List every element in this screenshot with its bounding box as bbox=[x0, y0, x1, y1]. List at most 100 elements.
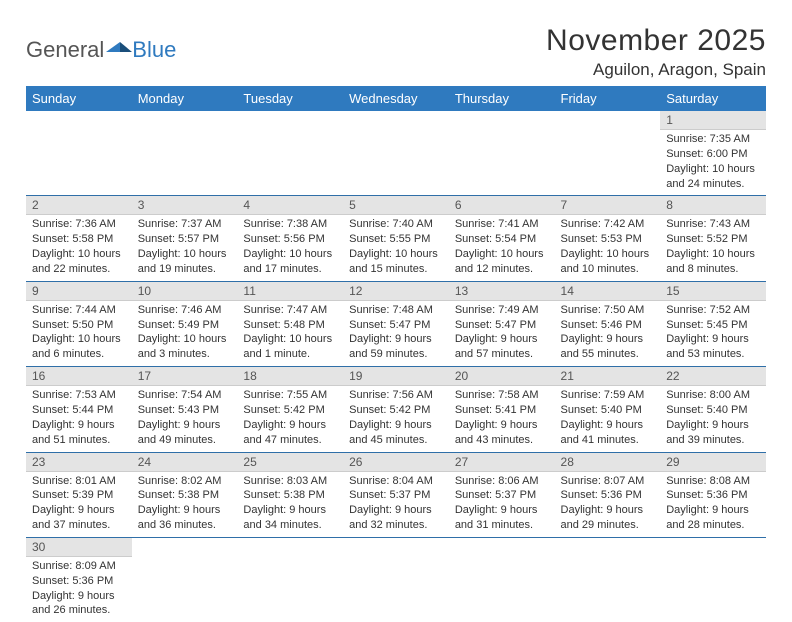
calendar-day: 10Sunrise: 7:46 AMSunset: 5:49 PMDayligh… bbox=[132, 281, 238, 366]
day-line: and 22 minutes. bbox=[32, 262, 126, 277]
day-line: Sunset: 5:47 PM bbox=[349, 318, 443, 333]
day-data: Sunrise: 7:53 AMSunset: 5:44 PMDaylight:… bbox=[26, 386, 132, 451]
calendar-day: 17Sunrise: 7:54 AMSunset: 5:43 PMDayligh… bbox=[132, 367, 238, 452]
day-line: Daylight: 10 hours bbox=[455, 247, 549, 262]
day-number: 23 bbox=[26, 453, 132, 472]
day-line: and 8 minutes. bbox=[666, 262, 760, 277]
day-number: 20 bbox=[449, 367, 555, 386]
calendar-day: 8Sunrise: 7:43 AMSunset: 5:52 PMDaylight… bbox=[660, 196, 766, 281]
day-line: and 29 minutes. bbox=[561, 518, 655, 533]
day-number: 1 bbox=[660, 111, 766, 130]
day-line: Sunset: 5:45 PM bbox=[666, 318, 760, 333]
calendar-empty bbox=[237, 111, 343, 196]
day-data: Sunrise: 8:07 AMSunset: 5:36 PMDaylight:… bbox=[555, 472, 661, 537]
calendar-day: 13Sunrise: 7:49 AMSunset: 5:47 PMDayligh… bbox=[449, 281, 555, 366]
day-line: Daylight: 9 hours bbox=[349, 503, 443, 518]
day-line: Sunrise: 8:08 AM bbox=[666, 474, 760, 489]
calendar-day: 20Sunrise: 7:58 AMSunset: 5:41 PMDayligh… bbox=[449, 367, 555, 452]
day-line: Sunrise: 7:38 AM bbox=[243, 217, 337, 232]
day-line: Sunset: 5:56 PM bbox=[243, 232, 337, 247]
calendar-day: 29Sunrise: 8:08 AMSunset: 5:36 PMDayligh… bbox=[660, 452, 766, 537]
day-line: Daylight: 9 hours bbox=[349, 418, 443, 433]
day-data: Sunrise: 7:59 AMSunset: 5:40 PMDaylight:… bbox=[555, 386, 661, 451]
day-line: Sunset: 5:42 PM bbox=[243, 403, 337, 418]
calendar-empty bbox=[343, 111, 449, 196]
calendar-day: 23Sunrise: 8:01 AMSunset: 5:39 PMDayligh… bbox=[26, 452, 132, 537]
day-data: Sunrise: 7:46 AMSunset: 5:49 PMDaylight:… bbox=[132, 301, 238, 366]
calendar-empty bbox=[343, 537, 449, 622]
day-number: 13 bbox=[449, 282, 555, 301]
day-line: Sunrise: 7:59 AM bbox=[561, 388, 655, 403]
day-line: Daylight: 10 hours bbox=[138, 332, 232, 347]
calendar-day: 24Sunrise: 8:02 AMSunset: 5:38 PMDayligh… bbox=[132, 452, 238, 537]
day-line: Sunset: 5:53 PM bbox=[561, 232, 655, 247]
day-number: 25 bbox=[237, 453, 343, 472]
day-data: Sunrise: 8:03 AMSunset: 5:38 PMDaylight:… bbox=[237, 472, 343, 537]
day-line: and 15 minutes. bbox=[349, 262, 443, 277]
calendar-day: 26Sunrise: 8:04 AMSunset: 5:37 PMDayligh… bbox=[343, 452, 449, 537]
day-line: Sunset: 5:52 PM bbox=[666, 232, 760, 247]
day-line: and 1 minute. bbox=[243, 347, 337, 362]
day-line: Daylight: 9 hours bbox=[243, 418, 337, 433]
day-line: Sunrise: 7:40 AM bbox=[349, 217, 443, 232]
day-line: and 41 minutes. bbox=[561, 433, 655, 448]
day-line: and 39 minutes. bbox=[666, 433, 760, 448]
day-line: Sunrise: 7:43 AM bbox=[666, 217, 760, 232]
day-line: Sunset: 5:50 PM bbox=[32, 318, 126, 333]
day-line: Sunrise: 8:06 AM bbox=[455, 474, 549, 489]
day-line: and 55 minutes. bbox=[561, 347, 655, 362]
day-line: Daylight: 9 hours bbox=[455, 332, 549, 347]
day-line: Sunrise: 7:41 AM bbox=[455, 217, 549, 232]
day-line: and 12 minutes. bbox=[455, 262, 549, 277]
calendar-empty bbox=[555, 537, 661, 622]
day-line: and 49 minutes. bbox=[138, 433, 232, 448]
day-line: Daylight: 9 hours bbox=[666, 418, 760, 433]
day-line: Sunrise: 8:02 AM bbox=[138, 474, 232, 489]
day-data: Sunrise: 7:35 AMSunset: 6:00 PMDaylight:… bbox=[660, 130, 766, 195]
day-line: Sunset: 5:36 PM bbox=[666, 488, 760, 503]
day-line: Sunset: 5:40 PM bbox=[561, 403, 655, 418]
calendar-day: 28Sunrise: 8:07 AMSunset: 5:36 PMDayligh… bbox=[555, 452, 661, 537]
day-line: Sunrise: 7:42 AM bbox=[561, 217, 655, 232]
calendar-week: 16Sunrise: 7:53 AMSunset: 5:44 PMDayligh… bbox=[26, 367, 766, 452]
day-data: Sunrise: 7:40 AMSunset: 5:55 PMDaylight:… bbox=[343, 215, 449, 280]
day-line: Sunrise: 7:35 AM bbox=[666, 132, 760, 147]
day-data: Sunrise: 8:02 AMSunset: 5:38 PMDaylight:… bbox=[132, 472, 238, 537]
logo-text-blue: Blue bbox=[132, 37, 176, 63]
day-data: Sunrise: 8:08 AMSunset: 5:36 PMDaylight:… bbox=[660, 472, 766, 537]
day-number: 8 bbox=[660, 196, 766, 215]
day-line: Sunset: 5:38 PM bbox=[243, 488, 337, 503]
day-data: Sunrise: 7:48 AMSunset: 5:47 PMDaylight:… bbox=[343, 301, 449, 366]
day-line: and 34 minutes. bbox=[243, 518, 337, 533]
day-line: and 24 minutes. bbox=[666, 177, 760, 192]
calendar-day: 2Sunrise: 7:36 AMSunset: 5:58 PMDaylight… bbox=[26, 196, 132, 281]
day-line: Sunrise: 8:00 AM bbox=[666, 388, 760, 403]
day-line: Sunset: 5:36 PM bbox=[561, 488, 655, 503]
day-line: Daylight: 9 hours bbox=[561, 503, 655, 518]
calendar-empty bbox=[555, 111, 661, 196]
day-header-row: SundayMondayTuesdayWednesdayThursdayFrid… bbox=[26, 86, 766, 111]
calendar-day: 18Sunrise: 7:55 AMSunset: 5:42 PMDayligh… bbox=[237, 367, 343, 452]
day-data: Sunrise: 7:44 AMSunset: 5:50 PMDaylight:… bbox=[26, 301, 132, 366]
calendar-day: 9Sunrise: 7:44 AMSunset: 5:50 PMDaylight… bbox=[26, 281, 132, 366]
day-data: Sunrise: 7:56 AMSunset: 5:42 PMDaylight:… bbox=[343, 386, 449, 451]
day-data: Sunrise: 8:01 AMSunset: 5:39 PMDaylight:… bbox=[26, 472, 132, 537]
day-number: 24 bbox=[132, 453, 238, 472]
day-line: Daylight: 9 hours bbox=[32, 589, 126, 604]
day-line: Sunrise: 7:50 AM bbox=[561, 303, 655, 318]
calendar-week: 1Sunrise: 7:35 AMSunset: 6:00 PMDaylight… bbox=[26, 111, 766, 196]
day-data: Sunrise: 7:42 AMSunset: 5:53 PMDaylight:… bbox=[555, 215, 661, 280]
calendar-table: SundayMondayTuesdayWednesdayThursdayFrid… bbox=[26, 86, 766, 622]
day-line: Daylight: 9 hours bbox=[455, 418, 549, 433]
day-number: 4 bbox=[237, 196, 343, 215]
calendar-day: 4Sunrise: 7:38 AMSunset: 5:56 PMDaylight… bbox=[237, 196, 343, 281]
calendar-empty bbox=[132, 111, 238, 196]
day-number: 12 bbox=[343, 282, 449, 301]
day-line: Sunset: 5:39 PM bbox=[32, 488, 126, 503]
day-data: Sunrise: 7:36 AMSunset: 5:58 PMDaylight:… bbox=[26, 215, 132, 280]
day-line: Daylight: 9 hours bbox=[138, 503, 232, 518]
day-number: 28 bbox=[555, 453, 661, 472]
day-line: Daylight: 9 hours bbox=[666, 332, 760, 347]
day-line: Sunset: 5:37 PM bbox=[349, 488, 443, 503]
day-data: Sunrise: 7:50 AMSunset: 5:46 PMDaylight:… bbox=[555, 301, 661, 366]
